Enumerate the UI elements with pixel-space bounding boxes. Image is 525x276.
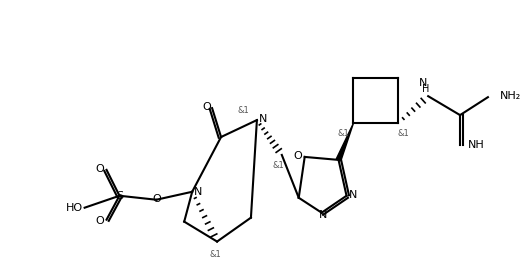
Text: N: N [259, 114, 267, 124]
Text: NH: NH [468, 140, 485, 150]
Text: N: N [349, 190, 358, 200]
Text: &1: &1 [338, 129, 350, 137]
Text: O: O [152, 194, 161, 204]
Text: N: N [419, 78, 427, 88]
Text: O: O [203, 102, 212, 112]
Text: O: O [95, 164, 104, 174]
Polygon shape [336, 123, 353, 161]
Text: N: N [319, 210, 327, 220]
Text: &1: &1 [397, 129, 409, 137]
Text: H: H [422, 84, 429, 94]
Text: HO: HO [66, 203, 82, 213]
Text: O: O [293, 151, 302, 161]
Text: &1: &1 [237, 106, 249, 115]
Text: O: O [95, 216, 104, 226]
Text: &1: &1 [209, 250, 221, 259]
Text: &1: &1 [273, 161, 285, 170]
Text: S: S [116, 191, 123, 201]
Text: NH₂: NH₂ [500, 91, 521, 101]
Text: N: N [194, 187, 202, 197]
